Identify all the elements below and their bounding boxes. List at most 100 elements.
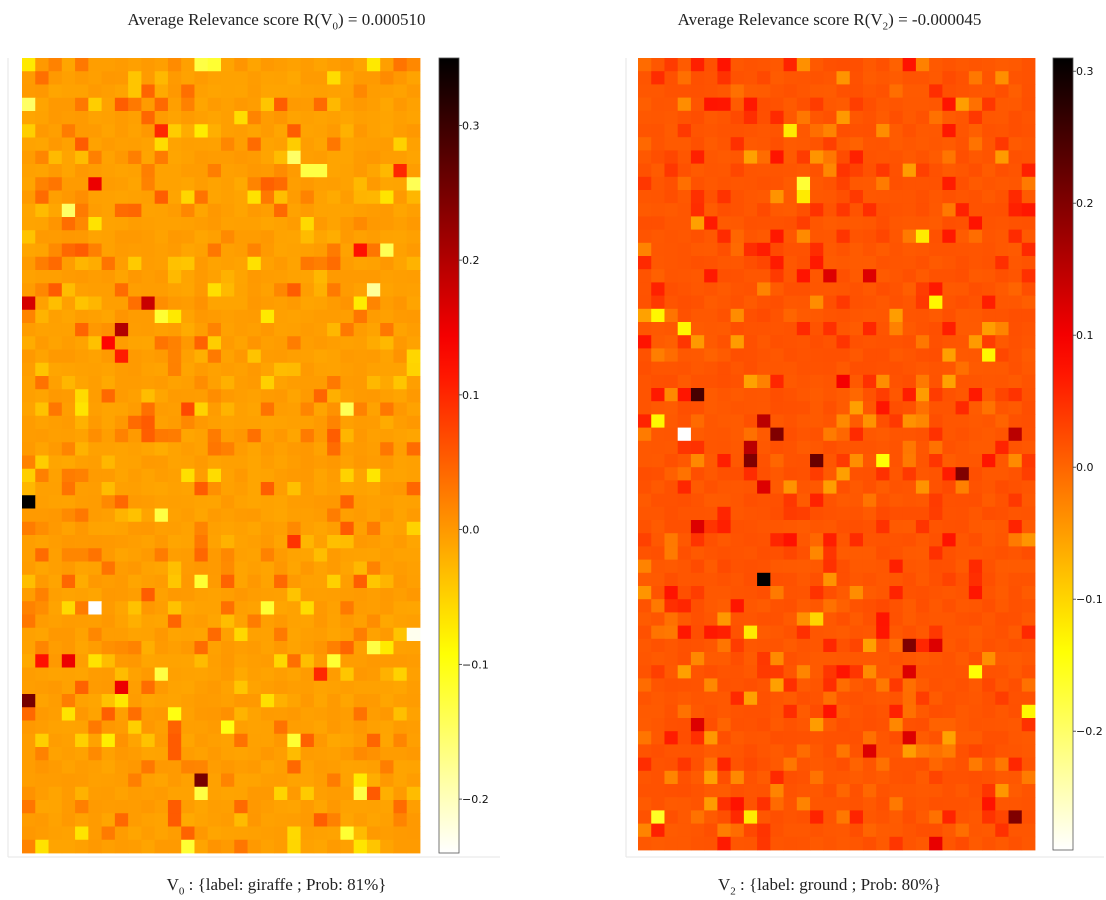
heatmap-cell: [889, 454, 904, 468]
heatmap-cell: [340, 415, 355, 430]
heatmap-cell: [717, 665, 732, 679]
heatmap-cell: [995, 467, 1009, 481]
heatmap-cell: [942, 493, 956, 508]
heatmap-cell: [274, 694, 288, 708]
heatmap-cell: [141, 124, 156, 138]
heatmap-cell: [690, 335, 705, 349]
heatmap-cell: [836, 335, 851, 349]
heatmap-cell: [167, 164, 182, 178]
heatmap-cell: [194, 747, 209, 761]
heatmap-cell: [300, 495, 315, 509]
heatmap-cell: [770, 638, 784, 653]
heatmap-cell: [783, 704, 798, 719]
heatmap-cell: [300, 482, 315, 496]
heatmap-cell: [757, 784, 771, 798]
heatmap-cell: [743, 335, 758, 349]
heatmap-cell: [995, 388, 1009, 402]
heatmap-cell: [327, 667, 341, 682]
heatmap-cell: [393, 694, 408, 708]
heatmap-cell: [704, 533, 718, 547]
heatmap-cell: [287, 495, 301, 509]
heatmap-cell: [247, 495, 262, 509]
heatmap-cell: [995, 797, 1009, 811]
heatmap-cell: [942, 97, 956, 112]
heatmap-cell: [915, 744, 930, 758]
heatmap-cell: [287, 283, 301, 297]
heatmap-cell: [340, 747, 355, 761]
heatmap-cell: [380, 283, 394, 297]
heatmap-cell: [823, 770, 837, 785]
heatmap-cell: [677, 493, 692, 508]
heatmap-cell: [181, 680, 195, 695]
heatmap-cell: [181, 256, 195, 271]
heatmap-cell: [1021, 176, 1036, 191]
heatmap-cell: [353, 839, 368, 854]
heatmap-cell: [101, 588, 116, 602]
heatmap-cell: [353, 309, 368, 324]
heatmap-cell: [260, 429, 275, 443]
heatmap-cell: [876, 836, 890, 851]
heatmap-cell: [22, 747, 36, 761]
heatmap-cell: [221, 455, 235, 470]
heatmap-cell: [167, 733, 182, 748]
heatmap-cell: [154, 296, 169, 311]
heatmap-cell: [1021, 322, 1036, 336]
heatmap-cell: [141, 415, 156, 430]
heatmap-cell: [770, 124, 784, 138]
heatmap-cell: [260, 495, 275, 509]
heatmap-cell: [260, 760, 275, 774]
heatmap-cell: [730, 427, 745, 442]
heatmap-cell: [154, 58, 169, 72]
heatmap-cell: [154, 177, 169, 191]
heatmap-cell: [287, 296, 301, 311]
heatmap-cell: [88, 813, 102, 827]
heatmap-cell: [61, 97, 76, 112]
heatmap-cell: [677, 163, 692, 178]
heatmap-cell: [995, 625, 1009, 640]
heatmap-cell: [810, 124, 824, 138]
heatmap-cell: [75, 680, 89, 695]
heatmap-cell: [300, 323, 315, 337]
heatmap-cell: [287, 667, 301, 682]
heatmap-cell: [810, 546, 824, 560]
heatmap-cell: [207, 402, 222, 417]
heatmap-cell: [75, 97, 89, 112]
heatmap-cell: [207, 601, 222, 615]
heatmap-cell: [942, 256, 956, 270]
heatmap-cell: [114, 442, 129, 456]
heatmap-cell: [651, 506, 665, 521]
heatmap-cell: [114, 826, 129, 841]
heatmap-cell: [810, 823, 824, 838]
heatmap-cell: [141, 71, 156, 85]
heatmap-cell: [48, 203, 63, 218]
heatmap-cell: [22, 270, 36, 284]
heatmap-cell: [876, 401, 890, 415]
heatmap-cell: [327, 349, 341, 364]
heatmap-cell: [929, 229, 943, 244]
heatmap-cell: [101, 84, 116, 99]
heatmap-cell: [915, 520, 930, 534]
heatmap-cell: [929, 440, 943, 455]
heatmap-cell: [704, 176, 718, 191]
heatmap-cell: [690, 586, 705, 600]
heatmap-cell: [704, 625, 718, 640]
heatmap-cell: [154, 641, 169, 655]
heatmap-cell: [942, 84, 956, 98]
heatmap-cell: [327, 336, 341, 350]
heatmap-cell: [690, 124, 705, 138]
heatmap-cell: [194, 177, 209, 191]
heatmap-cell: [35, 270, 49, 284]
panel-v0: Average Relevance score R(V0) = 0.000510…: [7, 10, 500, 897]
heatmap-cell: [704, 414, 718, 428]
heatmap-cell: [1008, 308, 1023, 323]
heatmap-cell: [313, 627, 328, 642]
heatmap-cell: [274, 243, 288, 258]
heatmap-cell: [247, 402, 262, 417]
heatmap-cell: [48, 323, 63, 337]
heatmap-cell: [690, 427, 705, 442]
heatmap-cell: [141, 58, 156, 72]
heatmap-cell: [167, 468, 182, 483]
heatmap-cell: [889, 282, 904, 296]
heatmap-cell: [313, 177, 328, 191]
heatmap-cell: [770, 493, 784, 508]
